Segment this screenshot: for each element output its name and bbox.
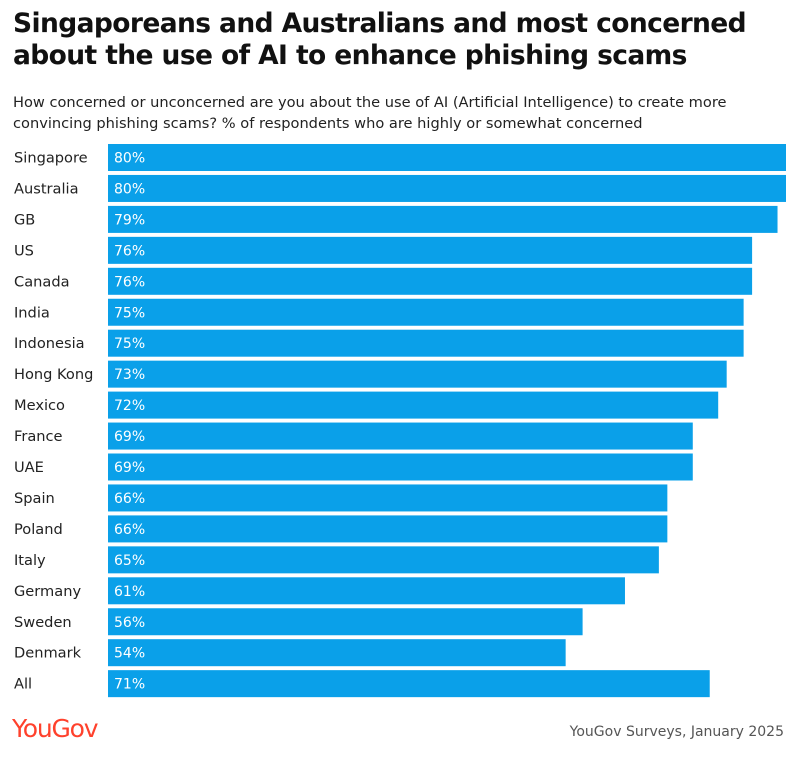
bar-value-label: 71% (114, 677, 145, 693)
bar-value-label: 76% (114, 274, 145, 290)
category-label: US (14, 242, 34, 259)
bar (108, 670, 710, 698)
category-label: Hong Kong (14, 366, 93, 383)
category-label: Canada (14, 273, 70, 290)
category-label: Indonesia (14, 335, 85, 352)
bar-chart: Singapore 80% Australia 80% GB 79% US 76% Canada… (14, 144, 786, 698)
bar (108, 329, 744, 357)
bar (108, 205, 778, 233)
bar-value-label: 61% (114, 584, 145, 600)
bar (108, 515, 668, 543)
bar (108, 577, 625, 605)
category-label: Singapore (14, 150, 88, 167)
bar-value-label: 76% (114, 243, 145, 259)
bar-value-label: 79% (114, 212, 145, 228)
bar-value-label: 69% (114, 460, 145, 476)
bar-value-label: 54% (114, 646, 145, 662)
bar-value-label: 66% (114, 491, 145, 507)
yougov-logo: YouGov (12, 714, 99, 743)
category-label: India (14, 304, 50, 321)
bar-value-label: 69% (114, 429, 145, 445)
category-label: UAE (14, 459, 44, 476)
category-label: Denmark (14, 645, 82, 662)
category-label: Australia (14, 180, 79, 197)
bar (108, 144, 786, 171)
category-label: Sweden (14, 614, 72, 631)
bar-value-label: 80% (114, 151, 145, 167)
category-label: Poland (14, 521, 63, 538)
category-label: Italy (14, 552, 46, 569)
bar (108, 484, 668, 512)
category-label: GB (14, 211, 35, 228)
bar (108, 639, 566, 667)
category-label: Mexico (14, 397, 65, 414)
bar (108, 236, 753, 264)
bar (108, 422, 693, 450)
bar-value-label: 75% (114, 305, 145, 321)
bar (108, 360, 727, 388)
bar (108, 174, 786, 202)
bar (108, 453, 693, 481)
bar-value-label: 73% (114, 367, 145, 383)
bar (108, 391, 719, 419)
category-label: France (14, 428, 63, 445)
bar-value-label: 65% (114, 553, 145, 569)
bar (108, 546, 659, 574)
bar-value-label: 66% (114, 522, 145, 538)
bar (108, 608, 583, 636)
bar-value-label: 56% (114, 615, 145, 631)
bar (108, 267, 753, 295)
bar-value-label: 75% (114, 336, 145, 352)
category-label: Spain (14, 490, 55, 507)
bar (108, 298, 744, 326)
chart-title: Singaporeans and Australians and most co… (13, 8, 747, 71)
bar-value-label: 72% (114, 398, 145, 414)
bar-value-label: 80% (114, 181, 145, 197)
category-label: Germany (14, 583, 81, 600)
category-label: All (14, 676, 32, 693)
source-note: YouGov Surveys, January 2025 (569, 724, 784, 740)
chart-subtitle: How concerned or unconcerned are you abo… (13, 94, 727, 132)
